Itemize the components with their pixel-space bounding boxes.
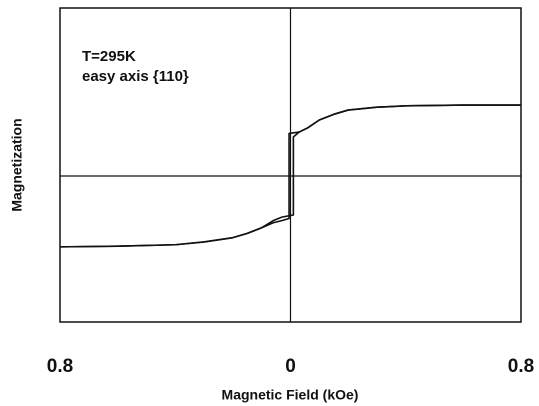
annotation: easy axis {110} [82,68,189,85]
x-tick-label: 0.8 [47,356,73,377]
x-axis-label: Magnetic Field (kOe) [222,387,359,403]
magnetization-curve [59,104,521,248]
y-axis-label: Magnetization [9,118,25,211]
x-tick-label: 0.8 [508,356,534,377]
x-tick-label: 0 [285,356,296,377]
annotation: T=295K [82,48,136,65]
